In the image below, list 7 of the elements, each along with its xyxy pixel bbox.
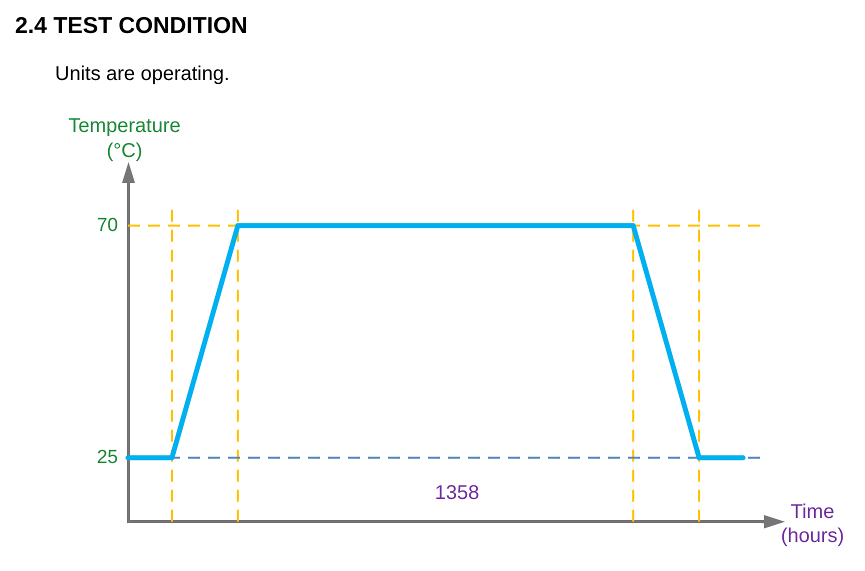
x-axis-title: Time (hours): [780, 500, 846, 548]
y-axis-title: Temperature (°C): [67, 114, 182, 164]
chart-subtitle: Units are operating.: [55, 63, 230, 86]
y-tick-label: 70: [96, 214, 118, 236]
chart-title: 2.4 TEST CONDITION: [15, 12, 248, 39]
y-tick-label: 25: [96, 446, 118, 468]
annotation: 1358: [434, 482, 480, 505]
